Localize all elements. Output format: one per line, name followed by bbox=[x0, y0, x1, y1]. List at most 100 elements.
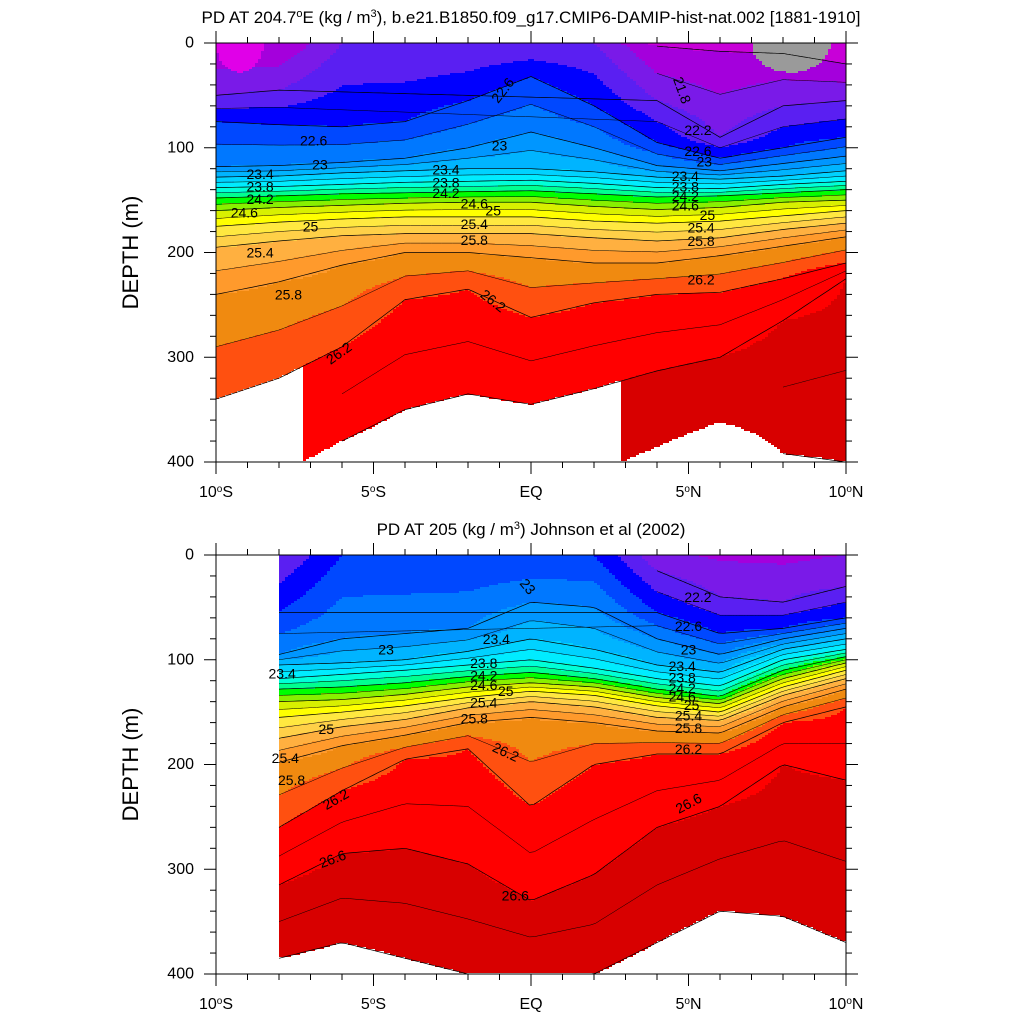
contour-line bbox=[278, 764, 847, 901]
contour-line bbox=[278, 638, 847, 673]
contour-label: 25.4 bbox=[246, 245, 273, 261]
panel-bottom: PD AT 205 (kg / m3) Johnson et al (2002)… bbox=[118, 520, 863, 1013]
contour-label: 24.6 bbox=[669, 688, 696, 704]
contour-line bbox=[278, 648, 847, 687]
contour-line bbox=[278, 620, 847, 664]
contour-line bbox=[278, 688, 847, 763]
plot-title: PD AT 205 (kg / m3) Johnson et al (2002) bbox=[377, 520, 686, 539]
contour-label: 25.8 bbox=[461, 710, 488, 726]
y-tick-label: 400 bbox=[167, 966, 194, 983]
x-tick-label: 5oS bbox=[361, 484, 386, 502]
contour-line bbox=[278, 656, 847, 697]
contour-label: 25 bbox=[485, 203, 501, 219]
contour-line bbox=[215, 210, 847, 227]
y-tick-label: 100 bbox=[167, 651, 194, 668]
contour-label: 25 bbox=[318, 721, 334, 737]
contour-line bbox=[215, 189, 847, 199]
x-tick-label: 5oN bbox=[675, 484, 701, 502]
contour-line bbox=[215, 168, 847, 180]
axis-ticks bbox=[204, 31, 858, 474]
contour-label: 25.4 bbox=[461, 216, 488, 232]
contour-label: 24.2 bbox=[432, 185, 459, 201]
contour-label: 23 bbox=[378, 641, 394, 657]
contour-lines bbox=[278, 570, 847, 975]
contour-line bbox=[215, 229, 847, 272]
contour-label: 24.6 bbox=[470, 677, 497, 693]
contour-label: 25 bbox=[700, 207, 716, 223]
x-tick-label: EQ bbox=[519, 996, 542, 1013]
contour-line bbox=[278, 669, 847, 718]
contour-line bbox=[278, 666, 847, 710]
x-tick-label: 5oS bbox=[361, 996, 386, 1014]
contour-line bbox=[278, 840, 847, 938]
contour-label: 23.4 bbox=[432, 162, 459, 178]
contour-label: 23.4 bbox=[672, 168, 699, 184]
contour-line bbox=[782, 370, 847, 388]
contour-line bbox=[215, 222, 847, 248]
contour-label: 22.6 bbox=[675, 618, 702, 634]
contour-line bbox=[656, 73, 847, 95]
contour-line bbox=[278, 602, 847, 655]
y-tick-label: 200 bbox=[167, 244, 194, 261]
contour-label: 26.2 bbox=[675, 741, 702, 757]
contour-label: 22.6 bbox=[300, 132, 327, 148]
contour-label: 25.4 bbox=[687, 219, 714, 235]
contour-label: 22.2 bbox=[684, 122, 711, 138]
contour-line bbox=[278, 659, 847, 701]
contour-label: 23.8 bbox=[470, 655, 497, 671]
contour-line bbox=[215, 185, 847, 194]
contour-label: 26.2 bbox=[687, 272, 714, 288]
contour-line bbox=[215, 89, 847, 138]
y-tick-label: 0 bbox=[185, 547, 194, 564]
contour-line bbox=[215, 216, 847, 238]
contour-line bbox=[656, 591, 847, 616]
y-tick-label: 100 bbox=[167, 139, 194, 156]
contour-label: 24.2 bbox=[672, 188, 699, 204]
x-tick-label: 5oN bbox=[675, 996, 701, 1014]
contour-label: 25.4 bbox=[470, 695, 497, 711]
contour-line bbox=[278, 683, 847, 751]
y-axis-title: DEPTH (m) bbox=[118, 196, 143, 310]
y-tick-label: 200 bbox=[167, 756, 194, 773]
contour-line bbox=[215, 262, 847, 400]
contour-label: 24.6 bbox=[672, 197, 699, 213]
contour-line bbox=[278, 643, 847, 680]
density-field bbox=[216, 43, 846, 461]
contour-label: 24.2 bbox=[470, 667, 497, 683]
contour-lines bbox=[215, 45, 847, 463]
contour-line bbox=[782, 453, 847, 463]
contour-line bbox=[215, 104, 847, 165]
contour-label: 23.8 bbox=[246, 179, 273, 195]
contour-label: 23.8 bbox=[672, 179, 699, 195]
contour-label: 25.8 bbox=[675, 720, 702, 736]
contour-label: 24.2 bbox=[669, 680, 696, 696]
y-axis-title: DEPTH (m) bbox=[118, 708, 143, 822]
contour-label: 23.4 bbox=[269, 665, 296, 681]
contour-label: 25 bbox=[303, 218, 319, 234]
contour-label: 25.8 bbox=[461, 232, 488, 248]
y-tick-label: 0 bbox=[185, 35, 194, 52]
contour-line bbox=[216, 150, 847, 176]
contour-label: 25.8 bbox=[275, 286, 302, 302]
contour-label: 23 bbox=[681, 641, 697, 657]
contour-line bbox=[656, 570, 847, 603]
contour-label: 24.6 bbox=[231, 205, 258, 221]
contour-line bbox=[278, 652, 847, 692]
x-tick-label: 10oS bbox=[199, 484, 233, 502]
contour-label: 25.4 bbox=[675, 707, 702, 723]
contour-label: 22.2 bbox=[684, 589, 711, 605]
contour-line bbox=[341, 278, 847, 442]
contour-labels: 22.6 21.822.6232322.222.62323.423.824.224… bbox=[231, 74, 716, 367]
contour-label: 23 bbox=[312, 157, 328, 173]
y-tick-label: 300 bbox=[167, 861, 194, 878]
contour-line bbox=[341, 270, 847, 395]
panel-top: PD AT 204.7oE (kg / m3), b.e21.B1850.f09… bbox=[118, 8, 863, 501]
x-tick-label: EQ bbox=[519, 484, 542, 501]
contour-line bbox=[278, 622, 847, 644]
contour-line bbox=[278, 743, 846, 857]
contour-line bbox=[215, 236, 847, 295]
contour-label: 23 bbox=[696, 153, 712, 169]
contour-line bbox=[215, 199, 847, 211]
contour-label: 26.6 bbox=[502, 887, 529, 903]
contour-label: 23.4 bbox=[669, 658, 696, 674]
